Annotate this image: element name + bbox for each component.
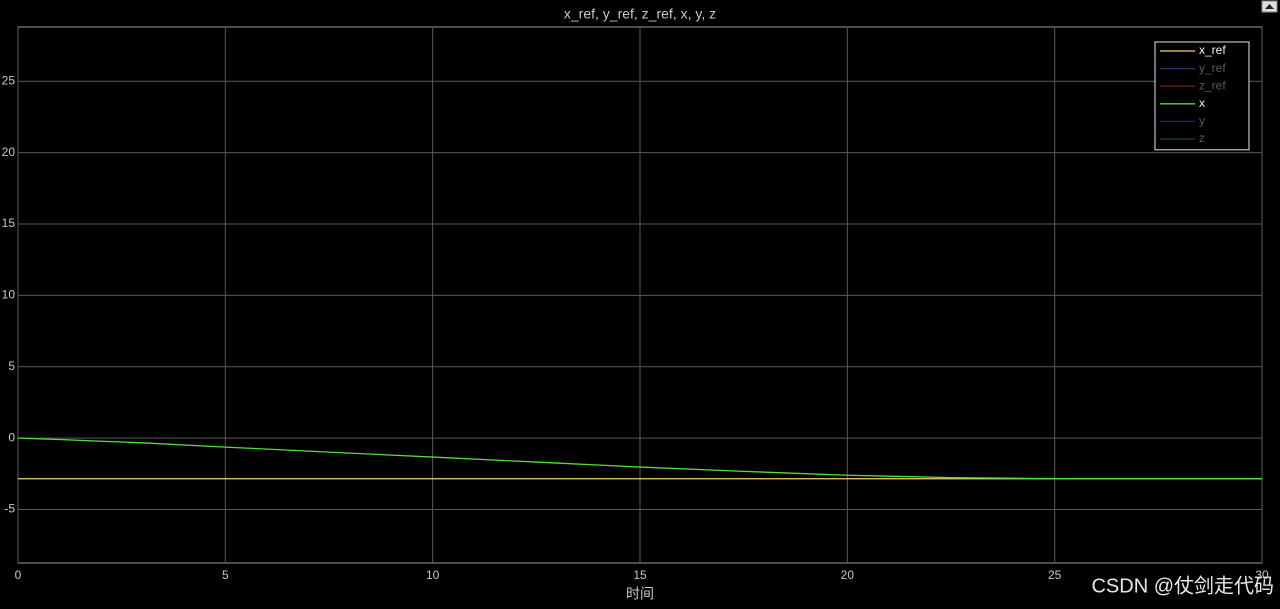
- y-tick-label: 5: [8, 359, 15, 373]
- y-tick-label: 20: [2, 145, 16, 159]
- x-tick-label: 5: [222, 568, 229, 582]
- y-tick-label: 25: [2, 73, 16, 87]
- legend-label: x: [1199, 96, 1205, 110]
- chart-title: x_ref, y_ref, z_ref, x, y, z: [564, 6, 716, 22]
- x-tick-label: 25: [1048, 568, 1062, 582]
- legend-label: x_ref: [1199, 43, 1226, 57]
- undock-icon[interactable]: [1261, 0, 1278, 13]
- legend-label: y_ref: [1199, 61, 1226, 75]
- watermark: CSDN @仗剑走代码: [1091, 574, 1274, 597]
- legend-label: y: [1199, 114, 1205, 128]
- legend-label: z: [1199, 131, 1205, 145]
- x-tick-label: 15: [633, 568, 647, 582]
- series-line: [17, 437, 1262, 480]
- x-tick-label: 20: [841, 568, 855, 582]
- legend-label: z_ref: [1199, 78, 1226, 92]
- x-axis-label: 时间: [626, 586, 654, 602]
- icon-arrow[interactable]: [1265, 4, 1274, 9]
- x-tick-label: 30: [1255, 568, 1269, 582]
- legend-box: [1154, 41, 1250, 151]
- y-tick-label: -5: [4, 502, 15, 516]
- y-tick-label: 15: [2, 216, 16, 230]
- y-tick-label: 0: [8, 430, 15, 444]
- y-tick-label: 10: [2, 288, 16, 302]
- x-tick-label: 10: [426, 568, 440, 582]
- x-tick-label: 0: [15, 568, 22, 582]
